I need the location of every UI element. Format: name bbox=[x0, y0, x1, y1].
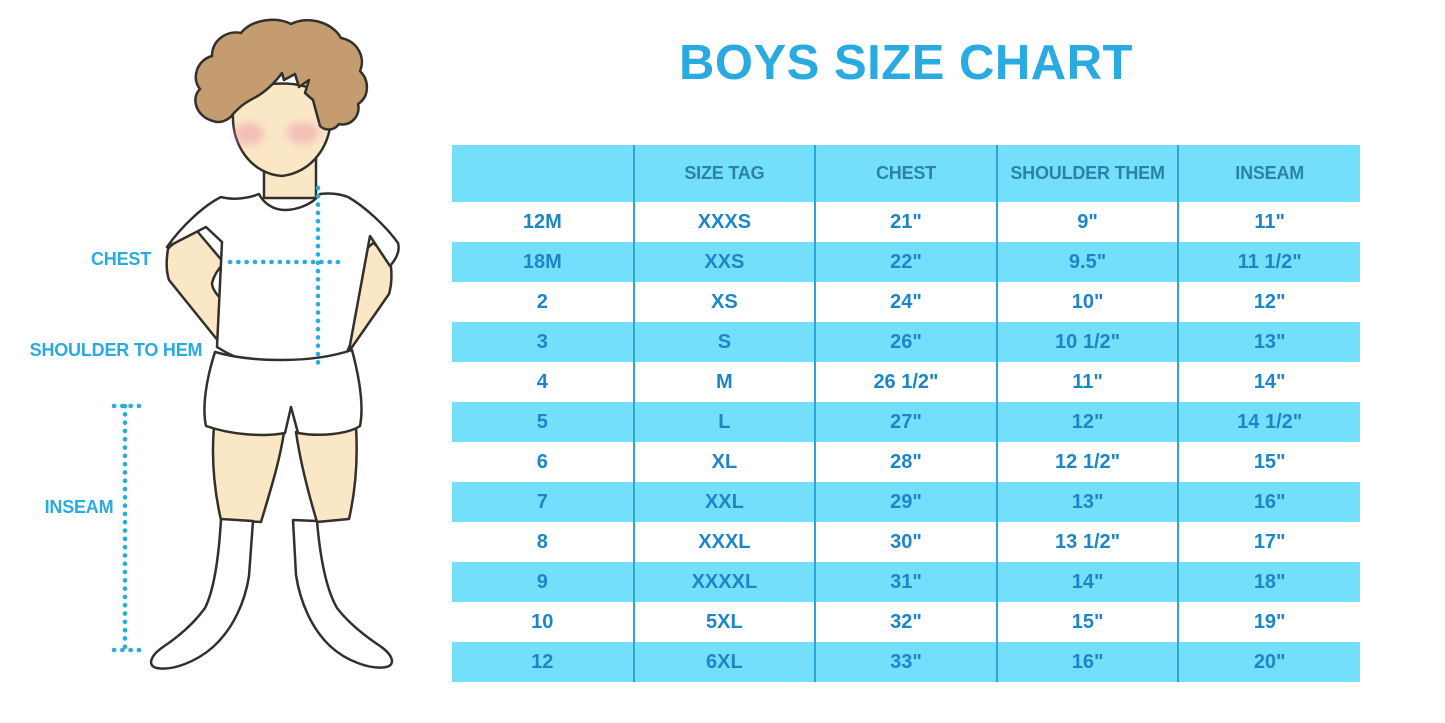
cell-size: 5 bbox=[452, 402, 634, 442]
cell-size-tag: XXS bbox=[632, 242, 816, 282]
table-row: 18M XXS 22" 9.5" 11 1/2" bbox=[452, 242, 1360, 282]
boy-blush-right bbox=[287, 122, 319, 144]
cell-size: 7 bbox=[452, 482, 634, 522]
boy-left-arm bbox=[165, 229, 226, 344]
size-table-body: 12M XXXS 21" 9" 11" 18M XXS 22" 9.5" 11 … bbox=[452, 202, 1360, 682]
cell-shoulder-hem: 9.5" bbox=[995, 242, 1179, 282]
cell-size-tag: XXXS bbox=[632, 202, 816, 242]
boy-tshirt bbox=[165, 192, 400, 370]
cell-chest: 30" bbox=[814, 522, 997, 562]
size-table: SIZE TAG CHEST SHOULDER THEM INSEAM 12M … bbox=[452, 145, 1360, 682]
cell-chest: 27" bbox=[814, 402, 997, 442]
cell-chest: 22" bbox=[814, 242, 997, 282]
cell-size-tag: L bbox=[632, 402, 816, 442]
cell-size: 6 bbox=[452, 442, 634, 482]
shoulder-to-hem-label: SHOULDER TO HEM bbox=[29, 340, 203, 360]
cell-inseam: 11 1/2" bbox=[1177, 242, 1360, 282]
cell-inseam: 11" bbox=[1177, 202, 1360, 242]
boy-right-sock bbox=[291, 518, 394, 669]
cell-size-tag: XXXL bbox=[632, 522, 816, 562]
chest-label: CHEST bbox=[90, 249, 151, 269]
cell-chest: 33" bbox=[814, 642, 997, 682]
cell-size-tag: XXL bbox=[632, 482, 816, 522]
cell-chest: 31" bbox=[814, 562, 997, 602]
cell-size-tag: M bbox=[632, 362, 816, 402]
cell-inseam: 16" bbox=[1177, 482, 1360, 522]
cell-shoulder-hem: 12" bbox=[995, 402, 1179, 442]
boy-left-leg bbox=[211, 424, 286, 524]
column-header-chest: CHEST bbox=[814, 145, 997, 202]
cell-size: 12M bbox=[452, 202, 634, 242]
table-row: 3 S 26" 10 1/2" 13" bbox=[452, 322, 1360, 362]
column-header-size bbox=[452, 145, 634, 202]
cell-shoulder-hem: 14" bbox=[995, 562, 1179, 602]
cell-size-tag: 6XL bbox=[632, 642, 816, 682]
cell-shoulder-hem: 11" bbox=[995, 362, 1179, 402]
cell-shoulder-hem: 13" bbox=[995, 482, 1179, 522]
cell-inseam: 19" bbox=[1177, 602, 1360, 642]
table-row: 8 XXXL 30" 13 1/2" 17" bbox=[452, 522, 1360, 562]
cell-size-tag: XXXXL bbox=[632, 562, 816, 602]
table-row: 9 XXXXL 31" 14" 18" bbox=[452, 562, 1360, 602]
cell-size-tag: 5XL bbox=[632, 602, 816, 642]
column-header-size-tag: SIZE TAG bbox=[632, 145, 816, 202]
cell-size: 2 bbox=[452, 282, 634, 322]
column-header-inseam: INSEAM bbox=[1177, 145, 1360, 202]
boy-hair bbox=[194, 18, 369, 131]
cell-inseam: 12" bbox=[1177, 282, 1360, 322]
cell-size: 9 bbox=[452, 562, 634, 602]
cell-inseam: 14 1/2" bbox=[1177, 402, 1360, 442]
cell-chest: 26 1/2" bbox=[814, 362, 997, 402]
boy-shorts bbox=[203, 348, 363, 437]
cell-size: 12 bbox=[452, 642, 634, 682]
cell-inseam: 15" bbox=[1177, 442, 1360, 482]
cell-chest: 28" bbox=[814, 442, 997, 482]
cell-inseam: 13" bbox=[1177, 322, 1360, 362]
cell-inseam: 17" bbox=[1177, 522, 1360, 562]
table-row: 2 XS 24" 10" 12" bbox=[452, 282, 1360, 322]
cell-chest: 29" bbox=[814, 482, 997, 522]
cell-chest: 32" bbox=[814, 602, 997, 642]
boy-right-leg bbox=[294, 425, 358, 524]
cell-size: 8 bbox=[452, 522, 634, 562]
cell-shoulder-hem: 13 1/2" bbox=[995, 522, 1179, 562]
boy-illustration bbox=[111, 18, 400, 670]
boy-left-sock bbox=[149, 517, 255, 670]
boy-blush-left bbox=[234, 123, 264, 145]
table-row: 12M XXXS 21" 9" 11" bbox=[452, 202, 1360, 242]
cell-shoulder-hem: 12 1/2" bbox=[995, 442, 1179, 482]
cell-size-tag: XS bbox=[632, 282, 816, 322]
cell-size: 3 bbox=[452, 322, 634, 362]
table-row: 7 XXL 29" 13" 16" bbox=[452, 482, 1360, 522]
column-header-shoulder-hem: SHOULDER THEM bbox=[995, 145, 1179, 202]
cell-size-tag: XL bbox=[632, 442, 816, 482]
table-row: 5 L 27" 12" 14 1/2" bbox=[452, 402, 1360, 442]
cell-shoulder-hem: 10 1/2" bbox=[995, 322, 1179, 362]
cell-chest: 24" bbox=[814, 282, 997, 322]
cell-chest: 21" bbox=[814, 202, 997, 242]
cell-shoulder-hem: 15" bbox=[995, 602, 1179, 642]
cell-chest: 26" bbox=[814, 322, 997, 362]
cell-size: 18M bbox=[452, 242, 634, 282]
header-row: SIZE TAG CHEST SHOULDER THEM INSEAM bbox=[452, 145, 1360, 202]
cell-size: 4 bbox=[452, 362, 634, 402]
cell-inseam: 18" bbox=[1177, 562, 1360, 602]
table-row: 12 6XL 33" 16" 20" bbox=[452, 642, 1360, 682]
table-row: 4 M 26 1/2" 11" 14" bbox=[452, 362, 1360, 402]
cell-inseam: 20" bbox=[1177, 642, 1360, 682]
page-title: BOYS SIZE CHART bbox=[679, 36, 1133, 90]
cell-size-tag: S bbox=[632, 322, 816, 362]
table-row: 6 XL 28" 12 1/2" 15" bbox=[452, 442, 1360, 482]
cell-shoulder-hem: 9" bbox=[995, 202, 1179, 242]
cell-shoulder-hem: 10" bbox=[995, 282, 1179, 322]
cell-inseam: 14" bbox=[1177, 362, 1360, 402]
table-row: 10 5XL 32" 15" 19" bbox=[452, 602, 1360, 642]
cell-shoulder-hem: 16" bbox=[995, 642, 1179, 682]
inseam-label: INSEAM bbox=[44, 497, 114, 517]
cell-size: 10 bbox=[452, 602, 634, 642]
